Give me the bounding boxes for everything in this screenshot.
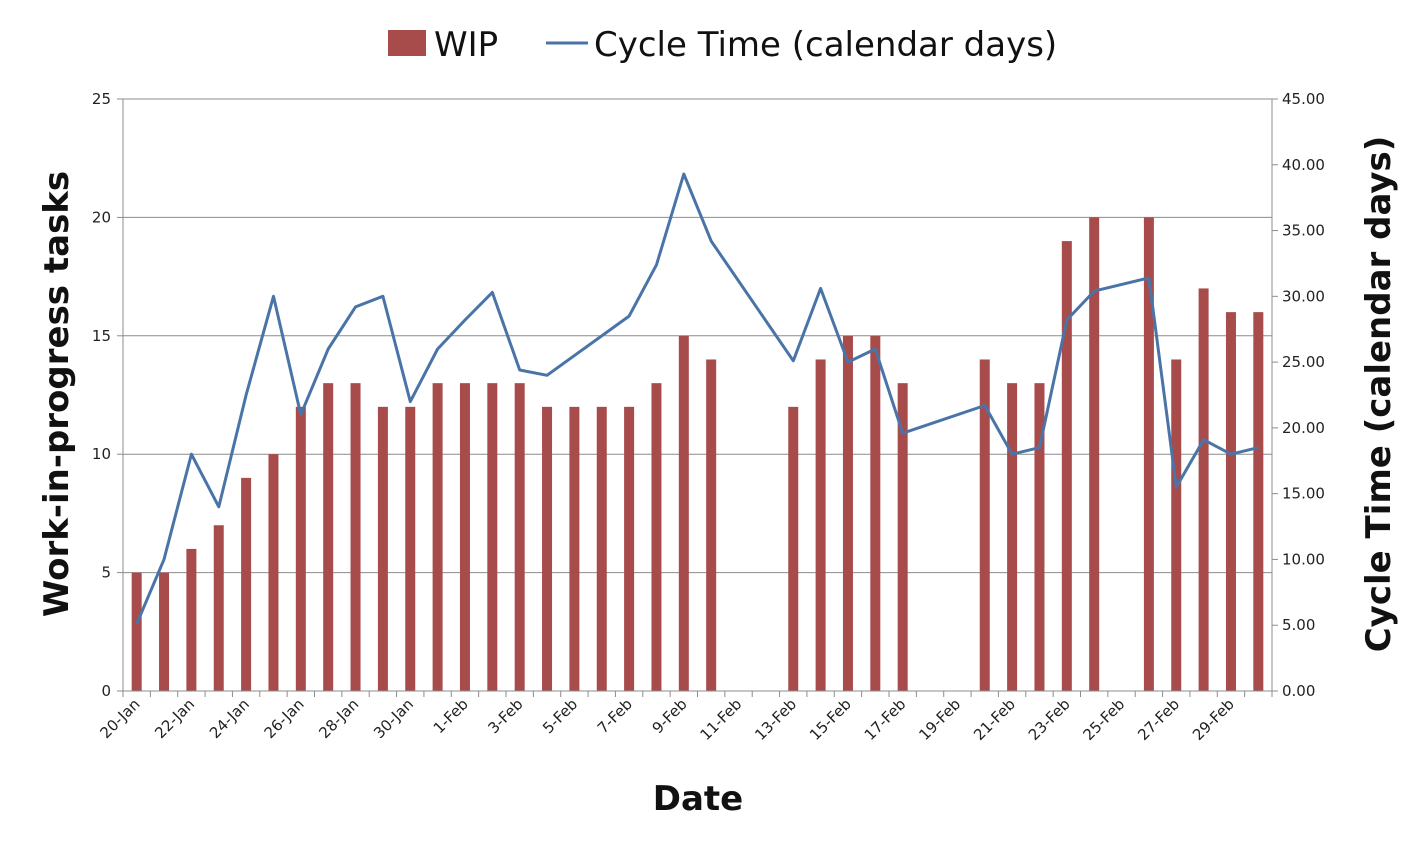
wip-bar	[788, 406, 799, 691]
y-tick-label: 25	[92, 90, 111, 108]
wip-bar	[1143, 217, 1154, 691]
x-tick-label: 25-Feb	[1080, 695, 1129, 744]
y2-tick-label: 30.00	[1282, 287, 1325, 305]
y2-tick-label: 5.00	[1282, 616, 1315, 634]
wip-bar	[842, 335, 853, 691]
x-axis-title: Date	[653, 779, 743, 819]
x-tick-label: 27-Feb	[1134, 695, 1183, 744]
x-tick-label: 7-Feb	[594, 695, 636, 737]
wip-bar	[186, 548, 197, 691]
wip-bar	[295, 406, 306, 691]
legend: WIP Cycle Time (calendar days)	[388, 25, 1057, 65]
wip-bar	[268, 454, 279, 691]
wip-bar	[897, 383, 908, 691]
y2-tick-label: 0.00	[1282, 682, 1315, 700]
x-tick-label: 21-Feb	[970, 695, 1019, 744]
legend-cycle-time-label: Cycle Time (calendar days)	[594, 25, 1057, 65]
wip-bar	[1171, 359, 1182, 691]
wip-bar	[487, 383, 498, 691]
wip-bar	[131, 572, 142, 691]
wip-bar	[651, 383, 662, 691]
wip-bar	[377, 406, 388, 691]
wip-bar	[241, 477, 252, 691]
x-tick-label: 17-Feb	[861, 695, 910, 744]
x-tick-label: 24-Jan	[206, 695, 253, 742]
wip-bar	[459, 383, 470, 691]
wip-bar	[514, 383, 525, 691]
y-tick-label: 0	[101, 682, 111, 700]
x-tick-label: 5-Feb	[539, 695, 581, 737]
wip-bar	[1034, 383, 1045, 691]
wip-bar	[569, 406, 580, 691]
y2-tick-label: 10.00	[1282, 550, 1325, 568]
legend-wip-label: WIP	[434, 25, 498, 65]
x-tick-label: 28-Jan	[315, 695, 362, 742]
wip-bar	[1198, 288, 1209, 691]
y2-tick-label: 25.00	[1282, 353, 1325, 371]
y2-tick-label: 15.00	[1282, 485, 1325, 503]
x-tick-label: 15-Feb	[806, 695, 855, 744]
wip-bar	[350, 383, 361, 691]
y-tick-label: 5	[101, 564, 111, 582]
y2-axis-title: Cycle Time (calendar days)	[1359, 136, 1399, 653]
x-tick-label: 22-Jan	[151, 695, 198, 742]
wip-bar	[815, 359, 826, 691]
y2-tick-label: 35.00	[1282, 222, 1325, 240]
wip-bar	[870, 335, 881, 691]
wip-bar	[405, 406, 416, 691]
gridlines	[123, 98, 1272, 574]
x-tick-label: 19-Feb	[915, 695, 964, 744]
wip-bar	[1225, 312, 1236, 691]
wip-bar	[979, 359, 990, 691]
x-tick-label: 20-Jan	[97, 695, 144, 742]
legend-wip-swatch	[388, 30, 426, 56]
wip-bar	[1253, 312, 1264, 691]
wip-bar	[213, 525, 224, 691]
x-tick-label: 23-Feb	[1025, 695, 1074, 744]
x-tick-label: 29-Feb	[1189, 695, 1238, 744]
y-axis-title: Work-in-progress tasks	[37, 171, 77, 617]
y-tick-label: 20	[92, 208, 111, 226]
x-tick-label: 11-Feb	[697, 695, 746, 744]
y-tick-label: 10	[92, 445, 111, 463]
wip-bar	[432, 383, 443, 691]
y2-tick-label: 20.00	[1282, 419, 1325, 437]
x-tick-label: 30-Jan	[370, 695, 417, 742]
cycle-time-line-layer	[135, 172, 1259, 625]
x-tick-label: 1-Feb	[430, 695, 472, 737]
y-tick-label: 15	[92, 327, 111, 345]
wip-bar	[159, 572, 170, 691]
x-tick-label: 26-Jan	[261, 695, 308, 742]
x-tick-label: 13-Feb	[751, 695, 800, 744]
wip-bar	[706, 359, 717, 691]
y2-tick-label: 45.00	[1282, 90, 1325, 108]
wip-bar	[596, 406, 607, 691]
x-tick-label: 3-Feb	[484, 695, 526, 737]
wip-bar	[323, 383, 334, 691]
y2-tick-label: 40.00	[1282, 156, 1325, 174]
wip-bar	[678, 335, 689, 691]
x-tick-label: 9-Feb	[649, 695, 691, 737]
wip-bar	[1061, 241, 1072, 691]
wip-bar	[624, 406, 635, 691]
cycle-time-line	[135, 172, 1259, 625]
wip-bar	[542, 406, 553, 691]
wip-bar	[1089, 217, 1100, 691]
wip-bar	[1007, 383, 1018, 691]
wip-bars	[131, 217, 1264, 691]
